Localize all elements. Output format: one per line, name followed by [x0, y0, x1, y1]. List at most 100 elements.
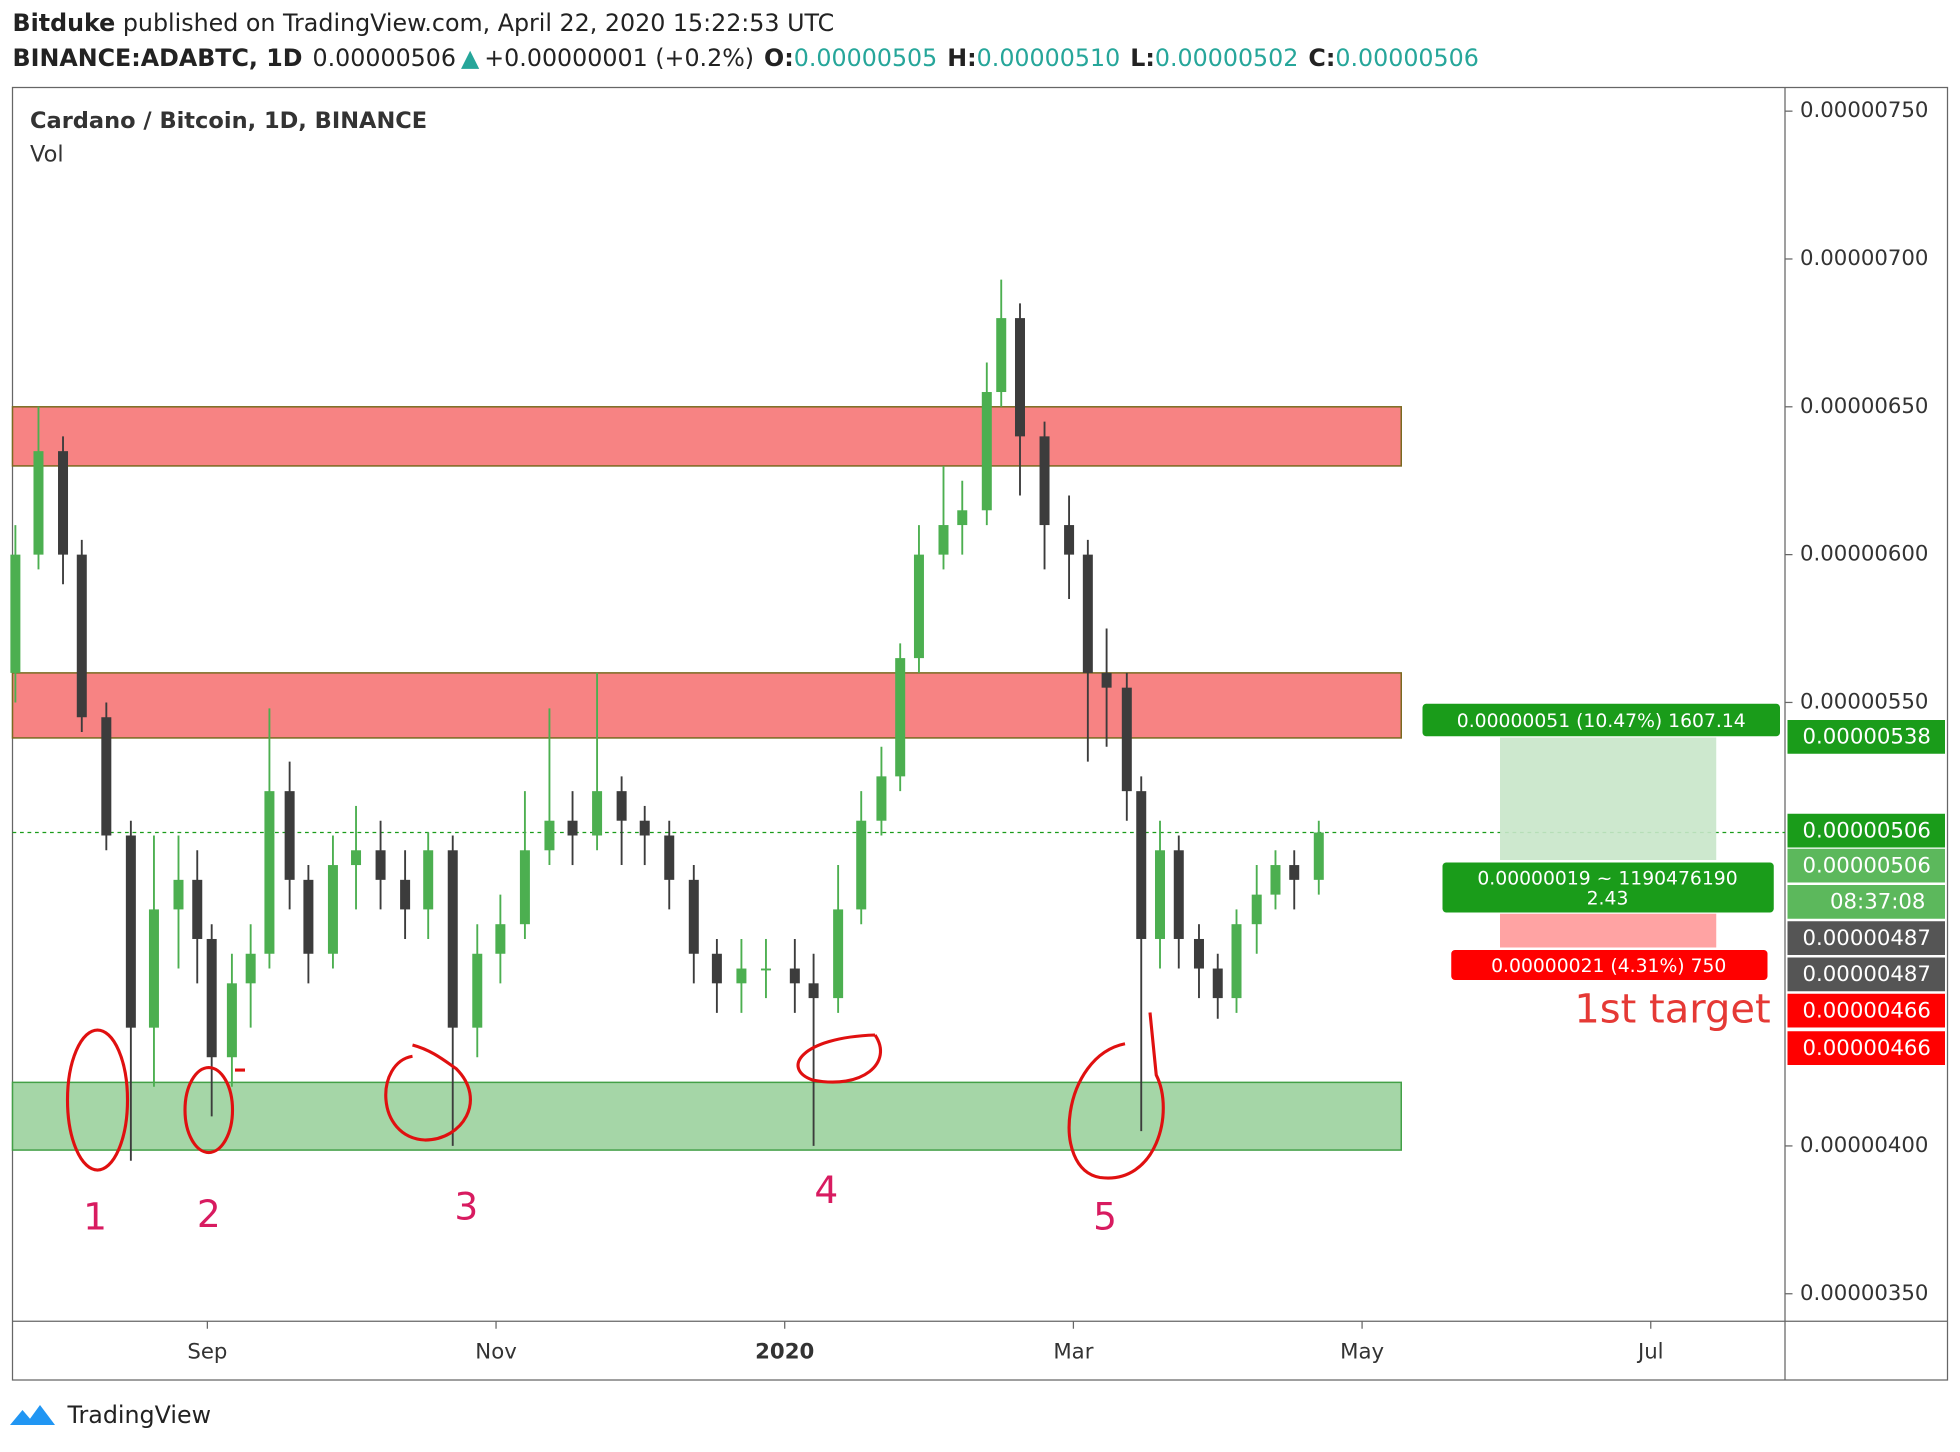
candle-body	[10, 554, 21, 673]
price-label: 08:37:08	[1830, 890, 1925, 915]
candle-body	[1231, 924, 1242, 999]
candle-body	[148, 909, 159, 1028]
price-label-box	[1787, 993, 1945, 1028]
candle-body	[639, 820, 650, 836]
price-label: 0.00000538	[1803, 725, 1931, 750]
candle-body	[711, 953, 722, 984]
annotation: 4	[814, 1168, 838, 1212]
candle-body	[1155, 850, 1166, 939]
candle-body	[33, 451, 44, 555]
y-tick-label: 0.00000350	[1800, 1281, 1928, 1306]
candle-body	[1064, 525, 1075, 555]
target-area	[1500, 737, 1717, 860]
candle-body	[1193, 938, 1204, 969]
candle-body	[206, 938, 217, 1058]
annotation: 5	[1093, 1194, 1117, 1238]
candle-body	[1270, 865, 1281, 895]
candle-body	[957, 510, 968, 526]
candle-body	[101, 717, 112, 836]
candle-body	[245, 953, 256, 984]
arrow: ▲	[461, 43, 480, 71]
change: +0.00000001 (+0.2%)	[484, 43, 754, 71]
x-tick-label: Sep	[187, 1340, 227, 1365]
price-label-box	[1787, 813, 1945, 848]
candle-body	[736, 968, 747, 984]
candle-body	[447, 850, 458, 1028]
circle	[183, 1065, 235, 1155]
symbol: BINANCE:ADABTC, 1D	[13, 43, 303, 71]
candle-body	[423, 850, 434, 910]
candle-body	[495, 924, 506, 954]
symbol-line: BINANCE:ADABTC, 1D 0.00000506 ▲ +0.00000001…	[13, 43, 1479, 71]
price-label: 0.00000466	[1803, 998, 1931, 1023]
candle-body	[996, 318, 1007, 393]
header: Bitduke published on TradingView.com, Ap…	[13, 8, 835, 36]
candle-body	[1289, 865, 1300, 880]
zone	[11, 406, 1402, 467]
candle-body	[400, 879, 411, 910]
candle-body	[264, 791, 275, 954]
candle-body	[327, 865, 338, 954]
x-tick-label: Nov	[475, 1340, 516, 1365]
overlay: 0.00000051 (10.47%) 1607.14 0.00000019 ~ …	[83, 703, 1945, 1238]
brand: TradingView	[67, 1401, 212, 1429]
candle-body	[938, 525, 949, 555]
x-tick-label: May	[1340, 1340, 1384, 1365]
candle-body	[1039, 436, 1050, 526]
candle-body	[592, 791, 603, 836]
zone	[11, 1081, 1402, 1151]
candle-body	[1082, 554, 1093, 673]
x-tick-label: Jul	[1636, 1340, 1664, 1365]
o: 0.00000505	[794, 43, 938, 71]
candle-body	[1014, 318, 1025, 437]
target-label-box	[1422, 703, 1780, 737]
price-label-box	[1787, 1031, 1945, 1065]
y-tick-label: 0.00000700	[1800, 246, 1928, 271]
stop-area	[1500, 913, 1717, 948]
candle-body	[544, 820, 555, 851]
subtitle: Vol	[30, 142, 64, 168]
circle	[1067, 1012, 1165, 1180]
zone	[11, 672, 1402, 739]
author: Bitduke	[13, 8, 116, 36]
stop-label-box	[1451, 950, 1768, 980]
candle-body	[519, 850, 530, 925]
candle-body	[895, 658, 906, 777]
y-tick-label: 0.00000650	[1800, 394, 1928, 419]
candle-body	[125, 835, 136, 1028]
chart-title: Cardano / Bitcoin, 1D, BINANCE	[30, 108, 427, 134]
x-tick-label: 2020	[755, 1340, 814, 1365]
y-tick-label: 0.00000750	[1800, 98, 1928, 123]
candle-body	[876, 776, 887, 821]
c: 0.00000506	[1335, 43, 1479, 71]
candle-body	[192, 879, 203, 939]
y-tick-label: 0.00000550	[1800, 689, 1928, 714]
y-tick-label: 0.00000400	[1800, 1133, 1928, 1158]
candle-body	[856, 820, 867, 910]
l-label: L:	[1130, 43, 1155, 71]
candle-body	[567, 820, 578, 836]
price-label: 0.00000487	[1803, 926, 1931, 951]
logo	[10, 1405, 55, 1425]
candle-body	[1313, 832, 1324, 880]
candle-body	[1251, 894, 1262, 925]
price-label: 0.00000506	[1803, 853, 1931, 878]
candle-body	[58, 451, 69, 555]
candle-body	[1212, 968, 1223, 999]
annotation: 2	[197, 1192, 221, 1236]
y-tick-label: 0.00000600	[1800, 542, 1928, 567]
x-tick-label: Mar	[1053, 1340, 1093, 1365]
circle	[65, 1028, 130, 1172]
l: 0.00000502	[1155, 43, 1299, 71]
candle-body	[808, 983, 819, 999]
candle-body	[375, 850, 386, 880]
price-label-box	[1787, 885, 1945, 919]
last: 0.00000506	[312, 43, 456, 71]
annotation: 1st target	[1574, 986, 1770, 1032]
footer: TradingView	[10, 1401, 211, 1429]
circle	[796, 1033, 882, 1084]
ratio: 2.43	[1587, 888, 1629, 909]
candle-body	[284, 791, 295, 880]
candle-body	[616, 791, 627, 821]
mid-label: 0.00000019 ~ 1190476190	[1477, 868, 1737, 889]
